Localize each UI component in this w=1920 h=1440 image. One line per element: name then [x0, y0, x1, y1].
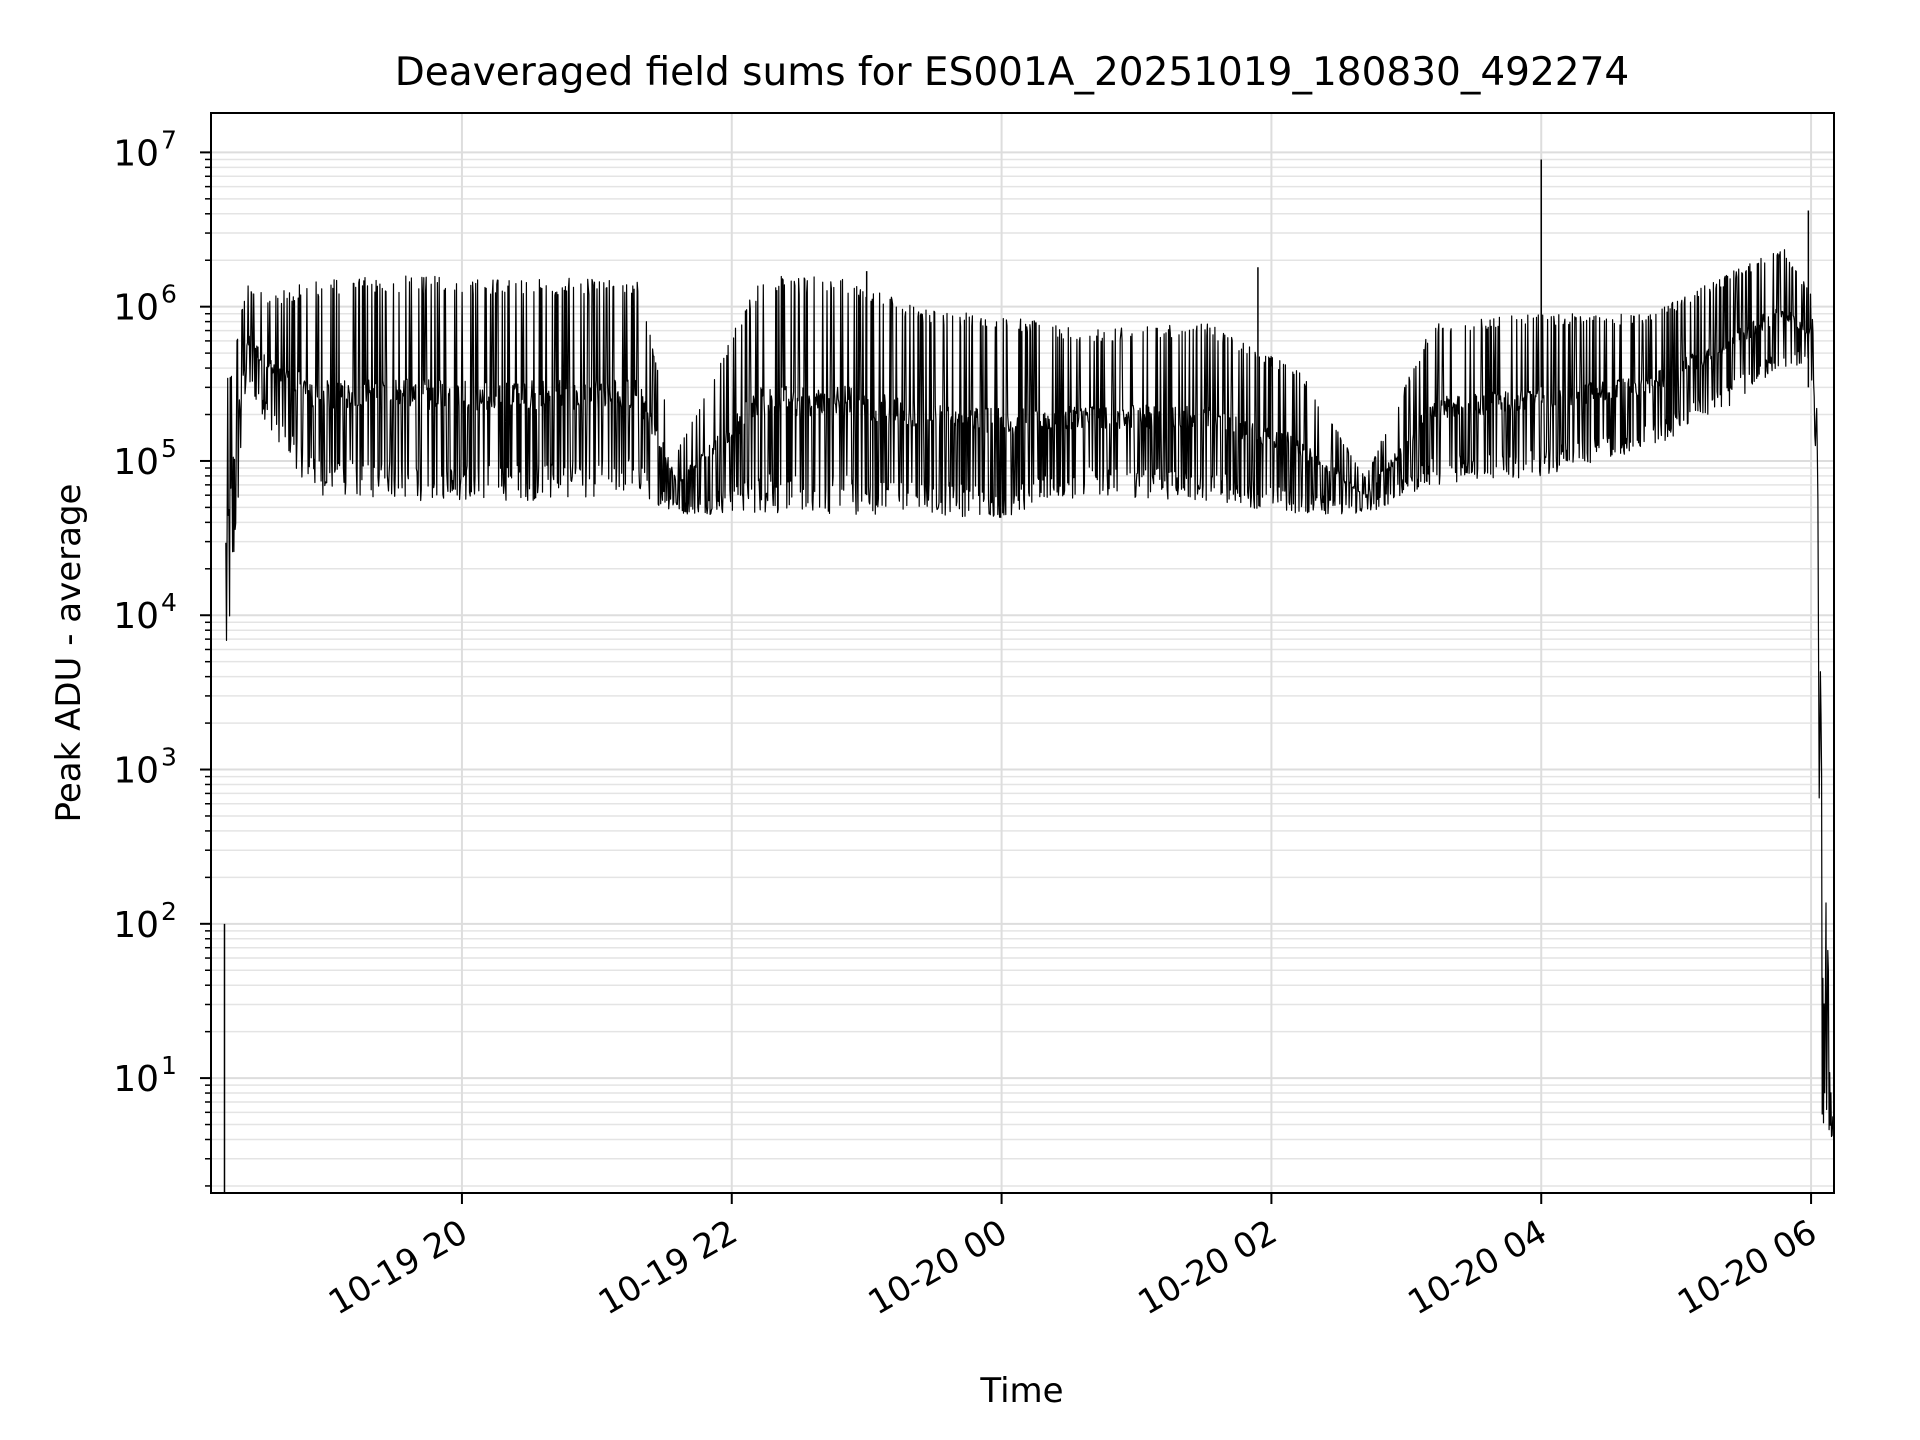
x-axis-label: Time	[979, 1371, 1063, 1411]
y-tick-label-exponent: 3	[161, 743, 177, 772]
y-axis-label: Peak ADU - average	[49, 484, 89, 823]
y-tick-label-exponent: 6	[161, 280, 177, 309]
y-tick-label-exponent: 7	[161, 125, 177, 154]
y-tick-label: 10	[113, 596, 159, 637]
y-tick-label: 10	[113, 905, 159, 946]
chart-title: Deaveraged field sums for ES001A_2025101…	[395, 50, 1629, 95]
y-tick-label-exponent: 2	[161, 897, 177, 926]
y-tick-label-exponent: 4	[161, 588, 177, 617]
y-tick-label-exponent: 1	[161, 1051, 177, 1080]
y-tick-label: 10	[113, 288, 159, 329]
y-tick-label: 10	[113, 442, 159, 483]
y-tick-label: 10	[113, 751, 159, 792]
y-tick-label: 10	[113, 1059, 159, 1100]
series-layer	[223, 159, 1835, 1193]
plot-frame	[210, 112, 1835, 1194]
y-tick-label-exponent: 5	[161, 434, 177, 463]
grid-minor	[211, 158, 1834, 1187]
series-line-field-sums	[225, 249, 1835, 1138]
y-tick-label: 10	[113, 133, 159, 174]
